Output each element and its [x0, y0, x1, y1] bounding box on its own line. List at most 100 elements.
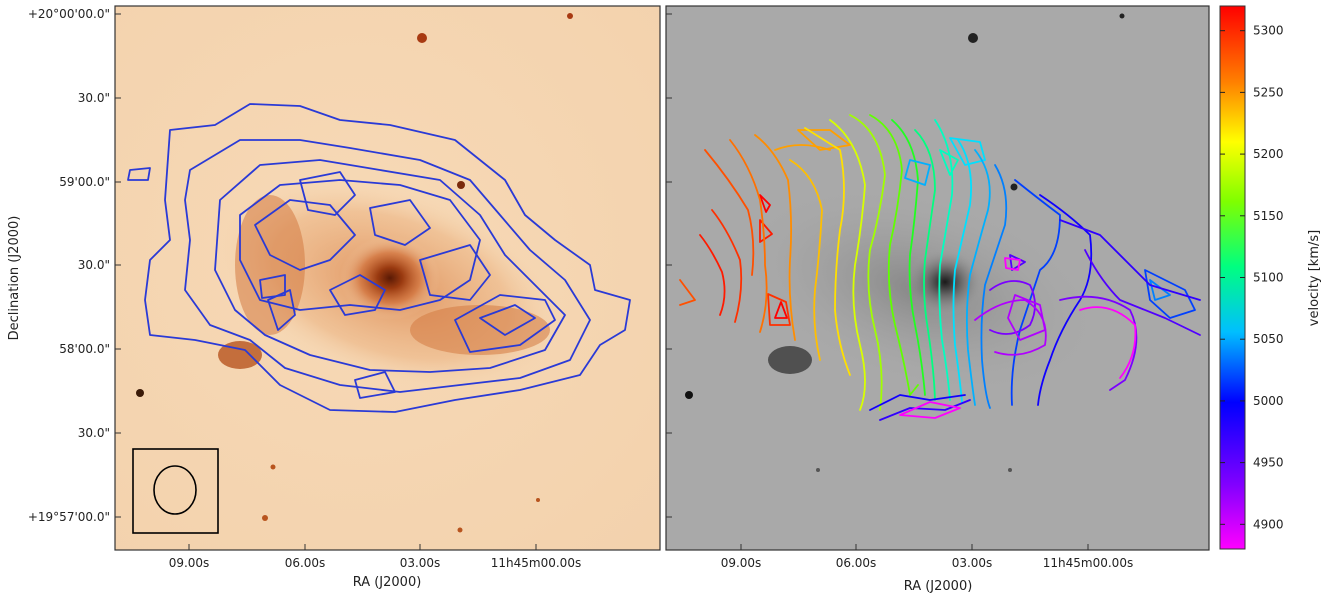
- velocity-contour-5010: [1010, 179, 1196, 406]
- contour-level-8: [419, 244, 491, 301]
- x-tick-label: 09.00s: [169, 556, 210, 570]
- y-axis-title: Declination (J2000): [7, 216, 22, 341]
- left-galaxy-blob: [218, 341, 262, 369]
- velocity-contour-5280: [711, 209, 791, 326]
- contour-level-9: [454, 294, 556, 353]
- x-axis-title: RA (J2000): [353, 575, 422, 590]
- contour-level-11: [329, 274, 386, 316]
- left-star: [417, 33, 427, 43]
- colorbar-tick-label: 5100: [1253, 271, 1284, 285]
- x-tick-label: 03.00s: [400, 556, 441, 570]
- contour-level-5: [254, 199, 356, 271]
- right-star: [1119, 13, 1125, 19]
- colorbar: 5300 5250 5200 5150 5100 5050 5000 4950 4900 vel…: [1219, 5, 1322, 550]
- velocity-contour-4890: [899, 257, 1137, 419]
- colorbar-tick-label: 4900: [1253, 517, 1284, 531]
- contour-level-1: [144, 103, 631, 413]
- colorbar-label: velocity [km/s]: [1307, 230, 1322, 326]
- left-galaxy-arm: [235, 195, 305, 335]
- velocity-contour-4910: [974, 294, 1047, 356]
- velocity-contour-5150: [869, 114, 919, 396]
- contour-level-4: [239, 179, 481, 311]
- x-tick-label: 11h45m00.00s: [1043, 556, 1133, 570]
- left-star: [262, 515, 268, 521]
- velocity-contour-4970: [879, 219, 1201, 421]
- velocity-contour-5270: [679, 149, 755, 306]
- velocity-contour-5090: [934, 119, 959, 401]
- left-y-axis: +20°00'00.0" 30.0" 59'00.0" 30.0" 58'00.…: [7, 7, 121, 524]
- colorbar-tick-label: 4950: [1253, 456, 1284, 470]
- left-contours: [127, 103, 631, 413]
- left-star: [536, 498, 540, 502]
- beam-ellipse: [153, 465, 197, 515]
- y-tick-label: 30.0": [78, 426, 110, 440]
- contour-level-10: [479, 304, 536, 336]
- left-x-axis: 09.00s 06.00s 03.00s 11h45m00.00s RA (J2…: [169, 544, 581, 590]
- velocity-contour-4990: [869, 194, 1093, 411]
- velocity-contour-5070: [949, 137, 986, 403]
- velocity-contours: [679, 114, 1201, 421]
- colorbar-tick-label: 5000: [1253, 394, 1284, 408]
- velocity-contour-5250: [754, 134, 796, 341]
- colorbar-tick-label: 5050: [1253, 332, 1284, 346]
- velocity-contour-5050: [904, 149, 991, 406]
- y-tick-label: 30.0": [78, 91, 110, 105]
- colorbar-tick-label: 5250: [1253, 85, 1284, 99]
- x-tick-label: 09.00s: [721, 556, 762, 570]
- right-x-axis: 09.00s 06.00s 03.00s 11h45m00.00s RA (J2…: [721, 544, 1133, 594]
- velocity-contour-5290: [699, 219, 773, 316]
- y-tick-label: 58'00.0": [59, 342, 110, 356]
- velocity-contour-5170: [849, 114, 886, 411]
- colorbar-tick-label: 5300: [1253, 24, 1284, 38]
- right-y-ticks: [666, 13, 672, 518]
- velocity-contour-5190: [829, 119, 866, 411]
- colorbar-ticks: 5300 5250 5200 5150 5100 5050 5000 4950 4900: [1220, 24, 1284, 531]
- contour-level-13: [259, 274, 286, 299]
- beam-inset-box: [132, 448, 219, 534]
- right-star: [685, 391, 693, 399]
- velocity-contour-5130: [891, 119, 926, 396]
- right-star: [1010, 183, 1018, 191]
- y-tick-label: 30.0": [78, 258, 110, 272]
- y-tick-label: +19°57'00.0": [28, 510, 110, 524]
- velocity-contour-5230: [789, 159, 823, 361]
- left-star: [457, 181, 465, 189]
- left-star: [136, 389, 144, 397]
- left-panel: +20°00'00.0" 30.0" 59'00.0" 30.0" 58'00.…: [7, 5, 661, 590]
- x-tick-label: 03.00s: [952, 556, 993, 570]
- colorbar-tick-label: 5150: [1253, 209, 1284, 223]
- contour-level-15: [127, 167, 151, 181]
- left-axes-frame: [114, 5, 661, 551]
- velocity-contour-4930: [989, 280, 1138, 391]
- right-panel: 09.00s 06.00s 03.00s 11h45m00.00s RA (J2…: [665, 5, 1210, 594]
- velocity-contour-5110: [914, 129, 936, 401]
- x-tick-label: 06.00s: [285, 556, 326, 570]
- contour-level-2: [184, 139, 591, 393]
- left-galaxy-arm: [410, 305, 550, 355]
- y-tick-label: +20°00'00.0": [28, 7, 110, 21]
- x-tick-label: 06.00s: [836, 556, 877, 570]
- contour-level-14: [354, 371, 396, 399]
- colorbar-tick-label: 5200: [1253, 147, 1284, 161]
- contour-level-7: [369, 199, 431, 246]
- left-star: [457, 527, 463, 533]
- left-star: [270, 464, 276, 470]
- y-tick-label: 59'00.0": [59, 175, 110, 189]
- x-axis-title: RA (J2000): [904, 579, 973, 594]
- left-galaxy-core: [340, 236, 440, 320]
- right-galaxy-blob: [768, 346, 812, 374]
- velocity-contour-5300: [759, 194, 788, 319]
- velocity-contour-5210: [804, 127, 851, 376]
- velocity-contour-5260: [729, 139, 768, 333]
- left-star: [567, 13, 573, 19]
- right-star: [968, 33, 978, 43]
- right-axes-frame: [665, 5, 1210, 551]
- contour-level-6: [299, 171, 356, 216]
- velocity-contour-5240: [774, 129, 851, 151]
- contour-level-12: [267, 289, 296, 331]
- right-star: [1008, 468, 1012, 472]
- contour-level-3: [214, 159, 566, 373]
- x-tick-label: 11h45m00.00s: [491, 556, 581, 570]
- right-star: [816, 468, 820, 472]
